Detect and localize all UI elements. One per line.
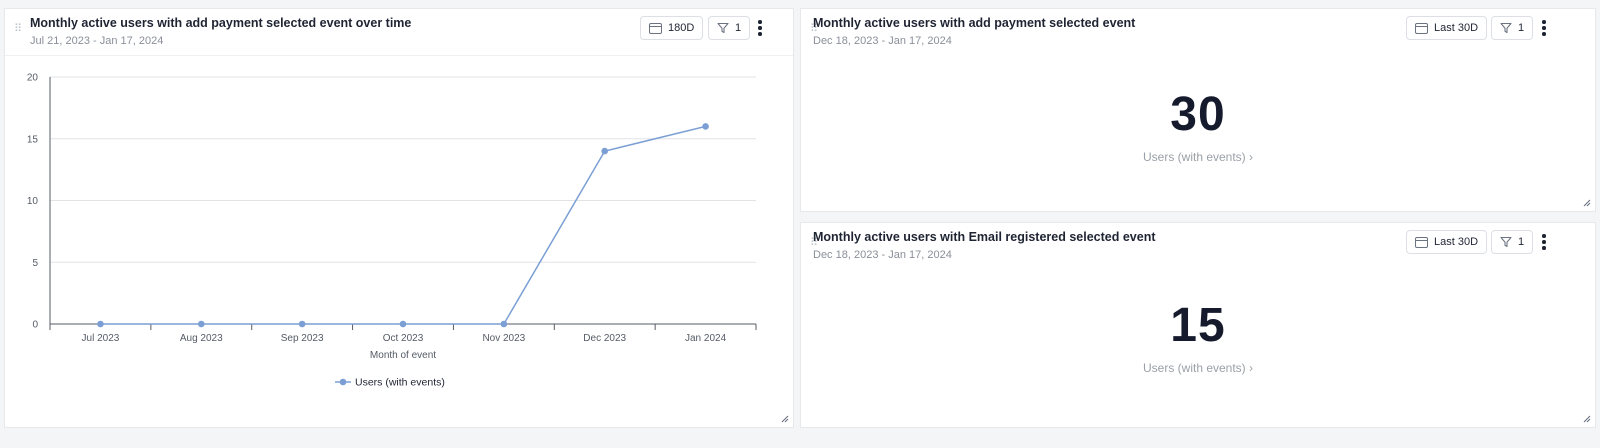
x-tick-label: Oct 2023 <box>383 333 424 344</box>
line-chart: 0 5 10 15 20 Jul 2023 Aug 2023 Sep 2023 Oct 2023… <box>27 73 757 389</box>
card-title: Monthly active users with add payment se… <box>813 16 1136 30</box>
date-range-label: 180D <box>668 22 695 34</box>
card-date-range: Dec 18, 2023 - Jan 17, 2024 <box>813 249 952 261</box>
x-tick-label: Jan 2024 <box>685 333 727 344</box>
filter-button[interactable]: 1 <box>1491 16 1534 40</box>
data-point <box>500 320 508 328</box>
header-divider <box>5 55 793 56</box>
date-range-button[interactable]: Last 30D <box>1406 230 1488 254</box>
chart-card-payment-over-time: ⠿ Monthly active users with add payment … <box>4 8 794 428</box>
more-options-icon[interactable] <box>1536 19 1552 37</box>
filter-button[interactable]: 1 <box>708 16 751 40</box>
x-tick-label: Aug 2023 <box>180 333 223 344</box>
resize-handle-icon[interactable] <box>780 414 789 423</box>
calendar-icon <box>1415 236 1428 248</box>
data-point <box>97 320 104 328</box>
metric-card-add-payment: ⠿ Monthly active users with add payment … <box>800 8 1596 212</box>
filter-button[interactable]: 1 <box>1491 230 1534 254</box>
data-point <box>601 147 609 155</box>
resize-handle-icon[interactable] <box>1582 414 1591 423</box>
drag-handle-icon[interactable]: ⠿ <box>810 237 820 249</box>
date-range-button[interactable]: Last 30D <box>1406 16 1488 40</box>
filter-icon <box>717 22 729 34</box>
x-tick-label: Jul 2023 <box>82 333 120 344</box>
drag-handle-icon[interactable]: ⠿ <box>810 23 820 35</box>
data-point <box>197 320 205 328</box>
filter-count: 1 <box>735 22 742 34</box>
card-date-range: Dec 18, 2023 - Jan 17, 2024 <box>813 35 952 47</box>
metric-label-link[interactable]: Users (with events) › <box>1142 150 1254 164</box>
date-range-button[interactable]: 180D <box>640 16 704 40</box>
data-point <box>298 320 306 328</box>
date-range-label: Last 30D <box>1434 22 1479 34</box>
legend-marker-dot <box>339 378 347 386</box>
filter-icon <box>1500 22 1512 34</box>
data-point <box>702 123 709 130</box>
card-title: Monthly active users with Email register… <box>813 230 1156 244</box>
filter-count: 1 <box>1518 236 1525 248</box>
filter-icon <box>1500 236 1512 248</box>
legend-label: Users (with events) <box>355 377 445 389</box>
drag-handle-icon[interactable]: ⠿ <box>14 23 24 35</box>
y-tick-label: 20 <box>27 73 39 84</box>
y-tick-label: 10 <box>27 196 39 207</box>
x-tick-label: Sep 2023 <box>281 333 324 344</box>
x-axis-title: Month of event <box>370 350 436 361</box>
x-tick-label: Dec 2023 <box>583 333 626 344</box>
more-options-icon[interactable] <box>1536 233 1552 251</box>
resize-handle-icon[interactable] <box>1582 198 1591 207</box>
y-tick-label: 0 <box>32 320 38 331</box>
card-date-range: Jul 21, 2023 - Jan 17, 2024 <box>30 35 164 47</box>
y-tick-label: 5 <box>32 258 38 269</box>
more-options-icon[interactable] <box>752 19 768 37</box>
data-point <box>399 320 407 328</box>
calendar-icon <box>649 22 662 34</box>
x-tick-label: Nov 2023 <box>482 333 525 344</box>
filter-count: 1 <box>1518 22 1525 34</box>
y-tick-label: 15 <box>27 134 39 145</box>
metric-value: 30 <box>1170 88 1226 141</box>
calendar-icon <box>1415 22 1428 34</box>
metric-label-link[interactable]: Users (with events) › <box>1142 361 1254 375</box>
metric-value: 15 <box>1170 299 1226 352</box>
card-title: Monthly active users with add payment se… <box>30 16 412 30</box>
series-line <box>100 125 706 325</box>
metric-card-email-registered: ⠿ Monthly active users with Email regist… <box>800 222 1596 428</box>
date-range-label: Last 30D <box>1434 236 1479 248</box>
